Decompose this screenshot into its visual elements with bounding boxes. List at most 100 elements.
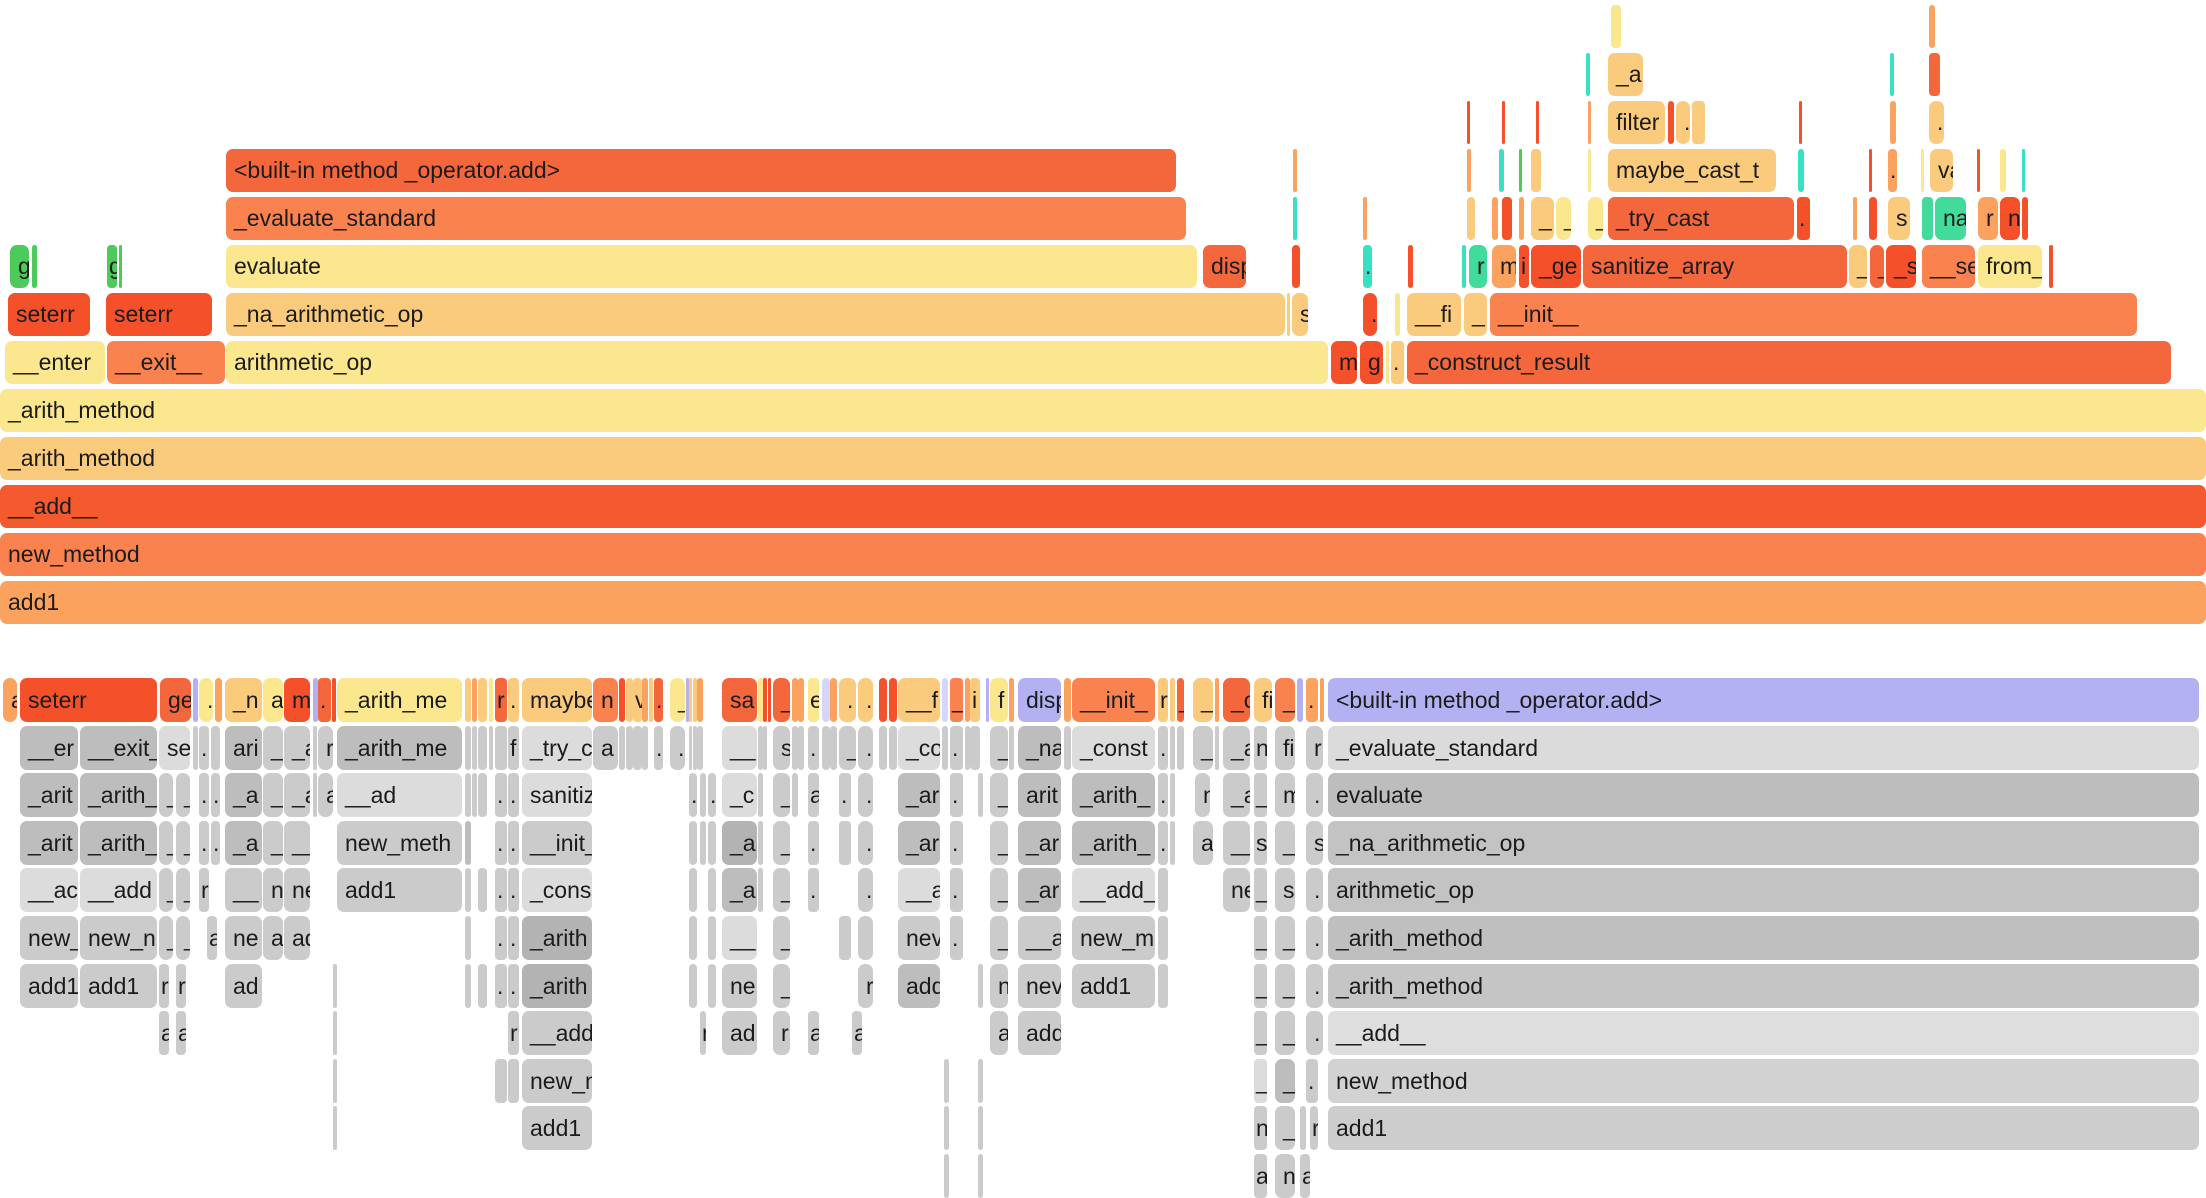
frame-bar[interactable]: _ <box>1254 868 1267 913</box>
frame-bar[interactable]: _ <box>950 678 963 722</box>
frame-bar-sliver[interactable] <box>1588 149 1591 192</box>
frame-bar[interactable]: a <box>1193 820 1213 865</box>
frame-bar-sliver[interactable] <box>642 678 648 722</box>
frame-bar-sliver[interactable] <box>768 678 771 722</box>
frame-bar[interactable]: _ <box>176 820 190 865</box>
frame-bar-sliver[interactable] <box>633 725 642 770</box>
frame-bar[interactable]: . <box>839 773 851 818</box>
frame-bar[interactable]: __ <box>284 820 310 865</box>
frame-bar[interactable]: ari <box>225 725 262 770</box>
frame-bar[interactable]: se <box>159 725 190 770</box>
frame-bar[interactable]: . <box>508 916 519 960</box>
frame-bar[interactable]: r <box>508 1011 519 1056</box>
frame-bar[interactable]: _ <box>1556 197 1571 240</box>
frame-bar[interactable]: _ <box>1275 1106 1295 1151</box>
frame-bar[interactable]: _ <box>1275 1011 1295 1056</box>
frame-bar[interactable]: r <box>1158 678 1168 722</box>
frame-bar[interactable]: _arith_me <box>337 725 462 770</box>
frame-bar[interactable]: _try_cast <box>1608 197 1794 240</box>
frame-bar-sliver[interactable] <box>978 773 983 818</box>
frame-bar-sliver[interactable] <box>465 678 471 722</box>
frame-bar[interactable]: __ <box>722 916 757 960</box>
frame-bar[interactable]: __add_ <box>522 1011 592 1056</box>
frame-bar-sliver[interactable] <box>798 678 804 722</box>
frame-bar[interactable]: ad <box>722 1011 757 1056</box>
frame-bar[interactable]: . <box>858 678 873 722</box>
frame-bar[interactable]: s <box>1888 197 1910 240</box>
frame-bar[interactable]: . <box>950 868 963 913</box>
frame-bar-sliver[interactable] <box>1158 868 1168 913</box>
frame-bar[interactable]: _arith_method <box>0 437 2206 480</box>
frame-bar[interactable]: __se <box>1922 245 1975 288</box>
frame-bar-sliver[interactable] <box>1890 53 1894 96</box>
frame-bar[interactable]: _arith_method <box>0 389 2206 432</box>
frame-bar[interactable]: ge <box>160 678 191 722</box>
frame-bar[interactable]: _arith <box>522 916 592 960</box>
frame-bar-sliver[interactable] <box>1177 725 1184 770</box>
frame-bar[interactable]: _ <box>263 773 283 818</box>
frame-bar-sliver[interactable] <box>313 725 317 770</box>
frame-bar[interactable]: _ <box>263 725 283 770</box>
frame-bar[interactable]: . <box>508 678 519 722</box>
frame-bar[interactable]: _ <box>773 868 790 913</box>
frame-bar-sliver[interactable] <box>763 725 767 770</box>
frame-bar[interactable]: . <box>950 773 963 818</box>
frame-bar[interactable]: evaluate <box>1328 773 2199 818</box>
frame-bar-sliver[interactable] <box>1692 101 1705 144</box>
frame-bar[interactable]: r <box>1306 725 1323 770</box>
frame-bar-sliver[interactable] <box>798 725 804 770</box>
frame-bar[interactable]: _arit <box>20 820 78 865</box>
frame-bar[interactable]: __add_ <box>1072 868 1155 913</box>
frame-bar-sliver[interactable] <box>465 725 471 770</box>
frame-bar[interactable]: maybe_cast_t <box>1608 149 1776 192</box>
frame-bar[interactable]: _ <box>990 916 1008 960</box>
frame-bar-sliver[interactable] <box>758 820 763 865</box>
frame-bar-sliver[interactable] <box>758 725 763 770</box>
frame-bar-sliver[interactable] <box>1170 678 1175 722</box>
frame-bar-sliver[interactable] <box>1611 5 1621 48</box>
frame-bar[interactable]: ne <box>225 916 262 960</box>
frame-bar[interactable]: _ <box>1193 725 1213 770</box>
frame-bar-sliver[interactable] <box>478 963 487 1008</box>
frame-bar[interactable]: . <box>199 773 209 818</box>
frame-bar[interactable]: f <box>508 725 519 770</box>
frame-bar-sliver[interactable] <box>944 1154 949 1198</box>
frame-bar[interactable]: a <box>176 1011 186 1056</box>
frame-bar[interactable]: va <box>1930 149 1953 192</box>
frame-bar[interactable]: _arith_ <box>80 820 157 865</box>
frame-bar[interactable]: s <box>1306 820 1323 865</box>
frame-bar[interactable]: disp <box>1018 678 1061 722</box>
frame-bar[interactable]: _ <box>839 725 856 770</box>
frame-bar[interactable]: _ <box>1254 1011 1267 1056</box>
frame-bar[interactable]: m <box>1492 245 1516 288</box>
frame-bar-sliver[interactable] <box>495 725 507 770</box>
frame-bar[interactable]: a <box>990 1011 1008 1056</box>
frame-bar-sliver[interactable] <box>758 773 763 818</box>
frame-bar-sliver[interactable] <box>1536 101 1539 144</box>
frame-bar[interactable]: _na <box>1018 725 1061 770</box>
frame-bar[interactable]: _ <box>773 820 790 865</box>
frame-bar-sliver[interactable] <box>1798 149 1804 192</box>
frame-bar-sliver[interactable] <box>758 678 763 722</box>
frame-bar[interactable]: ne <box>284 868 310 913</box>
frame-bar-sliver[interactable] <box>1009 678 1014 722</box>
frame-bar-sliver[interactable] <box>1588 101 1591 144</box>
frame-bar-sliver[interactable] <box>465 916 471 960</box>
frame-bar-sliver[interactable] <box>708 963 716 1008</box>
frame-bar-sliver[interactable] <box>858 916 873 960</box>
frame-bar[interactable]: r <box>495 678 507 722</box>
frame-bar[interactable]: . <box>495 773 507 818</box>
frame-bar[interactable]: . <box>808 820 819 865</box>
frame-bar-sliver[interactable] <box>333 1106 337 1151</box>
frame-bar[interactable]: . <box>654 678 663 722</box>
frame-bar-sliver[interactable] <box>1492 197 1498 240</box>
frame-bar[interactable]: sanitiz <box>522 773 592 818</box>
frame-bar-sliver[interactable] <box>332 678 336 722</box>
frame-bar-sliver[interactable] <box>119 245 122 288</box>
frame-bar[interactable]: n <box>1195 773 1210 818</box>
frame-bar[interactable]: _ <box>773 773 790 818</box>
frame-bar[interactable]: _arith_me <box>337 678 462 722</box>
frame-bar[interactable]: a <box>3 678 17 722</box>
frame-bar-sliver[interactable] <box>942 725 948 770</box>
frame-bar[interactable]: r <box>318 725 333 770</box>
